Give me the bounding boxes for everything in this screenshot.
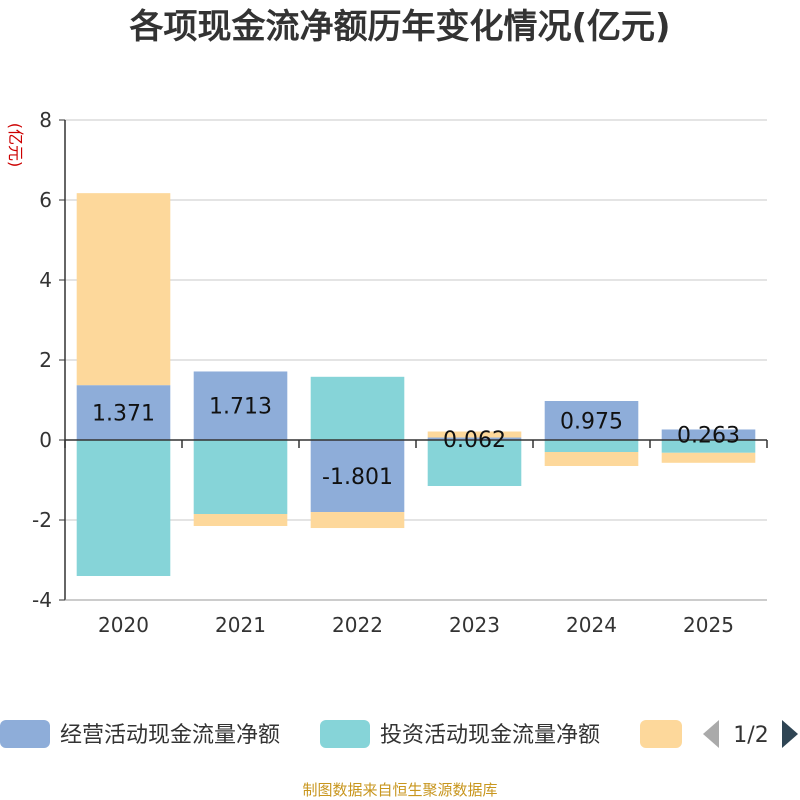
y-tick-label: 2 [39, 348, 52, 372]
x-tick-label: 2021 [215, 613, 266, 637]
legend-swatch-2[interactable] [320, 720, 370, 748]
data-label: -1.801 [322, 465, 393, 490]
bar-2023-series-1 [427, 437, 522, 440]
x-tick-label: 2022 [332, 613, 383, 637]
legend: 经营活动现金流量净额 投资活动现金流量净额 1/2 [0, 720, 798, 748]
bar-2022-series-2 [310, 376, 405, 440]
bar-2021-series-2 [193, 440, 288, 514]
y-tick-label: -4 [32, 588, 52, 612]
bar-2022-series-1 [310, 440, 405, 513]
legend-next-arrow-icon[interactable] [782, 720, 798, 748]
bars-group [76, 193, 756, 576]
y-axis-label: (亿元) [6, 123, 25, 168]
y-tick-label: 0 [39, 428, 52, 452]
x-tick-label: 2025 [683, 613, 734, 637]
data-label: 1.713 [209, 395, 272, 420]
y-tick-label: -2 [32, 508, 52, 532]
bar-2025-series-3 [661, 452, 756, 463]
legend-page-indicator: 1/2 [733, 723, 768, 748]
bar-2023-series-2 [427, 440, 522, 486]
bar-2020-series-1 [76, 385, 171, 440]
axes-group: 8 6 4 2 0 -2 -4 2020 2021 2022 2023 2024 2025 [32, 108, 768, 637]
bar-2024-series-2 [544, 440, 639, 452]
x-tick-label: 2024 [566, 613, 617, 637]
legend-swatch-3[interactable] [640, 720, 682, 748]
bar-2024-series-3 [544, 452, 639, 466]
legend-label-2[interactable]: 投资活动现金流量净额 [380, 723, 600, 748]
bar-2025-series-1 [661, 429, 756, 440]
bar-2025-series-2 [661, 440, 756, 453]
bar-2024-series-1 [544, 401, 639, 440]
grid-lines [65, 119, 767, 601]
data-label: 0.263 [677, 424, 740, 449]
bar-2023-series-3 [427, 431, 522, 438]
chart-title: 各项现金流净额历年变化情况(亿元) [129, 7, 670, 47]
data-label: 0.975 [560, 410, 623, 435]
y-tick-label: 6 [39, 188, 52, 212]
x-tick-label: 2023 [449, 613, 500, 637]
legend-swatch-1[interactable] [0, 720, 50, 748]
bar-2021-series-1 [193, 371, 288, 440]
y-tick-label: 8 [39, 108, 52, 132]
legend-label-1[interactable]: 经营活动现金流量净额 [60, 723, 280, 748]
x-tick-label: 2020 [98, 613, 149, 637]
bar-2021-series-3 [193, 514, 288, 526]
data-label: 1.371 [92, 402, 155, 427]
bar-2020-series-3 [76, 193, 171, 386]
data-labels-group: 1.371 1.713 -1.801 0.062 0.975 0.263 [92, 395, 740, 490]
bar-2020-series-2 [76, 440, 171, 576]
bar-2022-series-3 [310, 512, 405, 529]
y-tick-label: 4 [39, 268, 52, 292]
data-label: 0.062 [443, 428, 506, 453]
legend-prev-arrow-icon[interactable] [703, 720, 719, 748]
source-note: 制图数据来自恒生聚源数据库 [302, 781, 497, 799]
